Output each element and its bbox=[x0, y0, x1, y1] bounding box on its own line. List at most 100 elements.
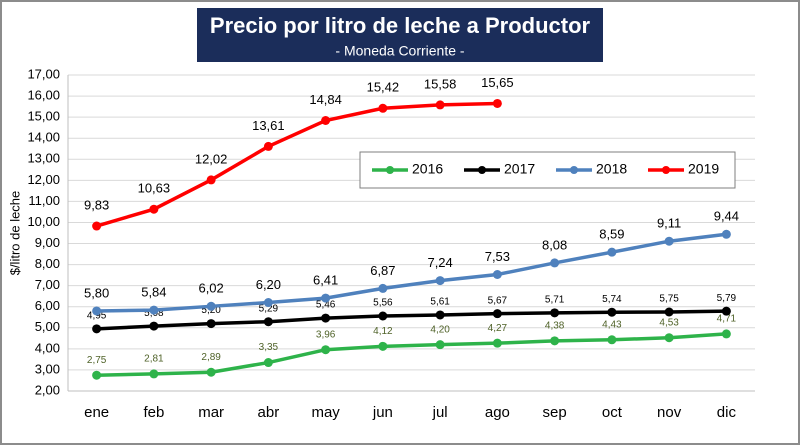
data-label: 4,95 bbox=[87, 310, 107, 321]
series-line bbox=[96, 232, 727, 313]
data-label: 5,84 bbox=[141, 285, 166, 300]
data-label: 9,83 bbox=[84, 197, 109, 212]
x-tick-label: ago bbox=[485, 404, 510, 421]
y-tick-label: 14,00 bbox=[27, 130, 60, 145]
data-point bbox=[92, 306, 102, 316]
data-label: 5,46 bbox=[316, 300, 336, 311]
x-tick-label: sep bbox=[543, 404, 567, 421]
data-label: 4,38 bbox=[545, 321, 565, 332]
x-tick-label: oct bbox=[602, 404, 623, 421]
legend-label: 2019 bbox=[688, 161, 719, 177]
x-tick-label: ene bbox=[84, 404, 109, 421]
data-label: 5,61 bbox=[430, 297, 450, 308]
data-label: 8,59 bbox=[599, 227, 624, 242]
series-line bbox=[96, 332, 727, 377]
x-tick-label: may bbox=[311, 404, 340, 421]
data-label: 6,02 bbox=[198, 281, 223, 296]
x-tick-label: dic bbox=[717, 404, 737, 421]
x-tick-label: nov bbox=[657, 404, 682, 421]
data-label: 12,02 bbox=[195, 151, 228, 166]
data-label: 14,84 bbox=[309, 92, 342, 107]
data-label: 4,12 bbox=[373, 326, 393, 337]
data-point bbox=[435, 340, 445, 350]
data-point bbox=[550, 336, 560, 346]
legend-marker bbox=[662, 166, 670, 174]
y-tick-label: 12,00 bbox=[27, 172, 60, 187]
data-point bbox=[721, 306, 731, 316]
legend-marker bbox=[386, 166, 394, 174]
data-point bbox=[664, 236, 674, 246]
data-label: 3,35 bbox=[259, 342, 279, 353]
x-tick-label: mar bbox=[198, 404, 224, 421]
data-label: 5,79 bbox=[717, 293, 737, 304]
data-point bbox=[92, 370, 102, 380]
data-point bbox=[92, 221, 102, 231]
data-point bbox=[492, 270, 502, 280]
data-point bbox=[378, 103, 388, 113]
data-label: 4,71 bbox=[717, 314, 737, 325]
data-point bbox=[206, 367, 216, 377]
legend-label: 2017 bbox=[504, 161, 535, 177]
data-point bbox=[550, 308, 560, 318]
data-label: 15,58 bbox=[424, 76, 457, 91]
data-point bbox=[492, 338, 502, 348]
x-tick-label: abr bbox=[258, 404, 280, 421]
chart-subtitle: - Moneda Corriente - bbox=[335, 43, 465, 59]
data-label: 4,20 bbox=[430, 324, 450, 335]
y-tick-label: 9,00 bbox=[35, 235, 60, 250]
data-label: 9,11 bbox=[657, 216, 681, 231]
legend-label: 2016 bbox=[412, 161, 443, 177]
data-label: 5,67 bbox=[488, 295, 508, 306]
y-tick-label: 8,00 bbox=[35, 256, 60, 271]
x-tick-label: jun bbox=[372, 404, 393, 421]
y-axis-label: $/litro de leche bbox=[7, 191, 22, 276]
data-point bbox=[263, 358, 273, 368]
y-tick-label: 2,00 bbox=[35, 382, 60, 397]
data-point bbox=[149, 305, 159, 315]
y-tick-label: 4,00 bbox=[35, 340, 60, 355]
data-point bbox=[607, 247, 617, 257]
y-tick-label: 15,00 bbox=[27, 109, 60, 124]
data-point bbox=[149, 204, 159, 214]
data-point bbox=[721, 229, 731, 239]
data-point bbox=[321, 345, 331, 355]
data-point bbox=[664, 333, 674, 343]
data-label: 5,80 bbox=[84, 285, 109, 300]
data-label: 13,61 bbox=[252, 118, 285, 133]
data-point bbox=[378, 341, 388, 351]
data-label: 7,53 bbox=[485, 249, 510, 264]
data-label: 6,41 bbox=[313, 273, 338, 288]
data-label: 8,08 bbox=[542, 237, 567, 252]
data-point bbox=[435, 100, 445, 110]
data-label: 2,75 bbox=[87, 355, 107, 366]
legend-marker bbox=[570, 166, 578, 174]
data-label: 10,63 bbox=[138, 181, 171, 196]
data-point bbox=[321, 293, 331, 303]
data-label: 2,89 bbox=[201, 352, 221, 363]
data-label: 2,81 bbox=[144, 354, 164, 365]
series-line bbox=[96, 309, 727, 331]
data-label: 4,27 bbox=[488, 323, 508, 334]
y-tick-label: 3,00 bbox=[35, 361, 60, 376]
y-tick-label: 16,00 bbox=[27, 88, 60, 103]
x-tick-label: jul bbox=[432, 404, 448, 421]
data-point bbox=[607, 307, 617, 317]
data-point bbox=[435, 276, 445, 286]
data-point bbox=[721, 329, 731, 339]
data-point bbox=[607, 335, 617, 345]
data-label: 4,43 bbox=[602, 319, 622, 330]
data-label: 5,29 bbox=[259, 303, 279, 314]
data-point bbox=[378, 311, 388, 321]
y-tick-label: 11,00 bbox=[28, 193, 60, 208]
data-point bbox=[149, 321, 159, 331]
data-point bbox=[206, 319, 216, 329]
data-label: 15,42 bbox=[367, 80, 400, 95]
data-label: 9,44 bbox=[714, 209, 739, 224]
legend-label: 2018 bbox=[596, 161, 627, 177]
x-tick-label: feb bbox=[143, 404, 164, 421]
data-point bbox=[206, 175, 216, 185]
data-point bbox=[435, 310, 445, 320]
data-point bbox=[92, 324, 102, 334]
series-line bbox=[96, 101, 498, 228]
